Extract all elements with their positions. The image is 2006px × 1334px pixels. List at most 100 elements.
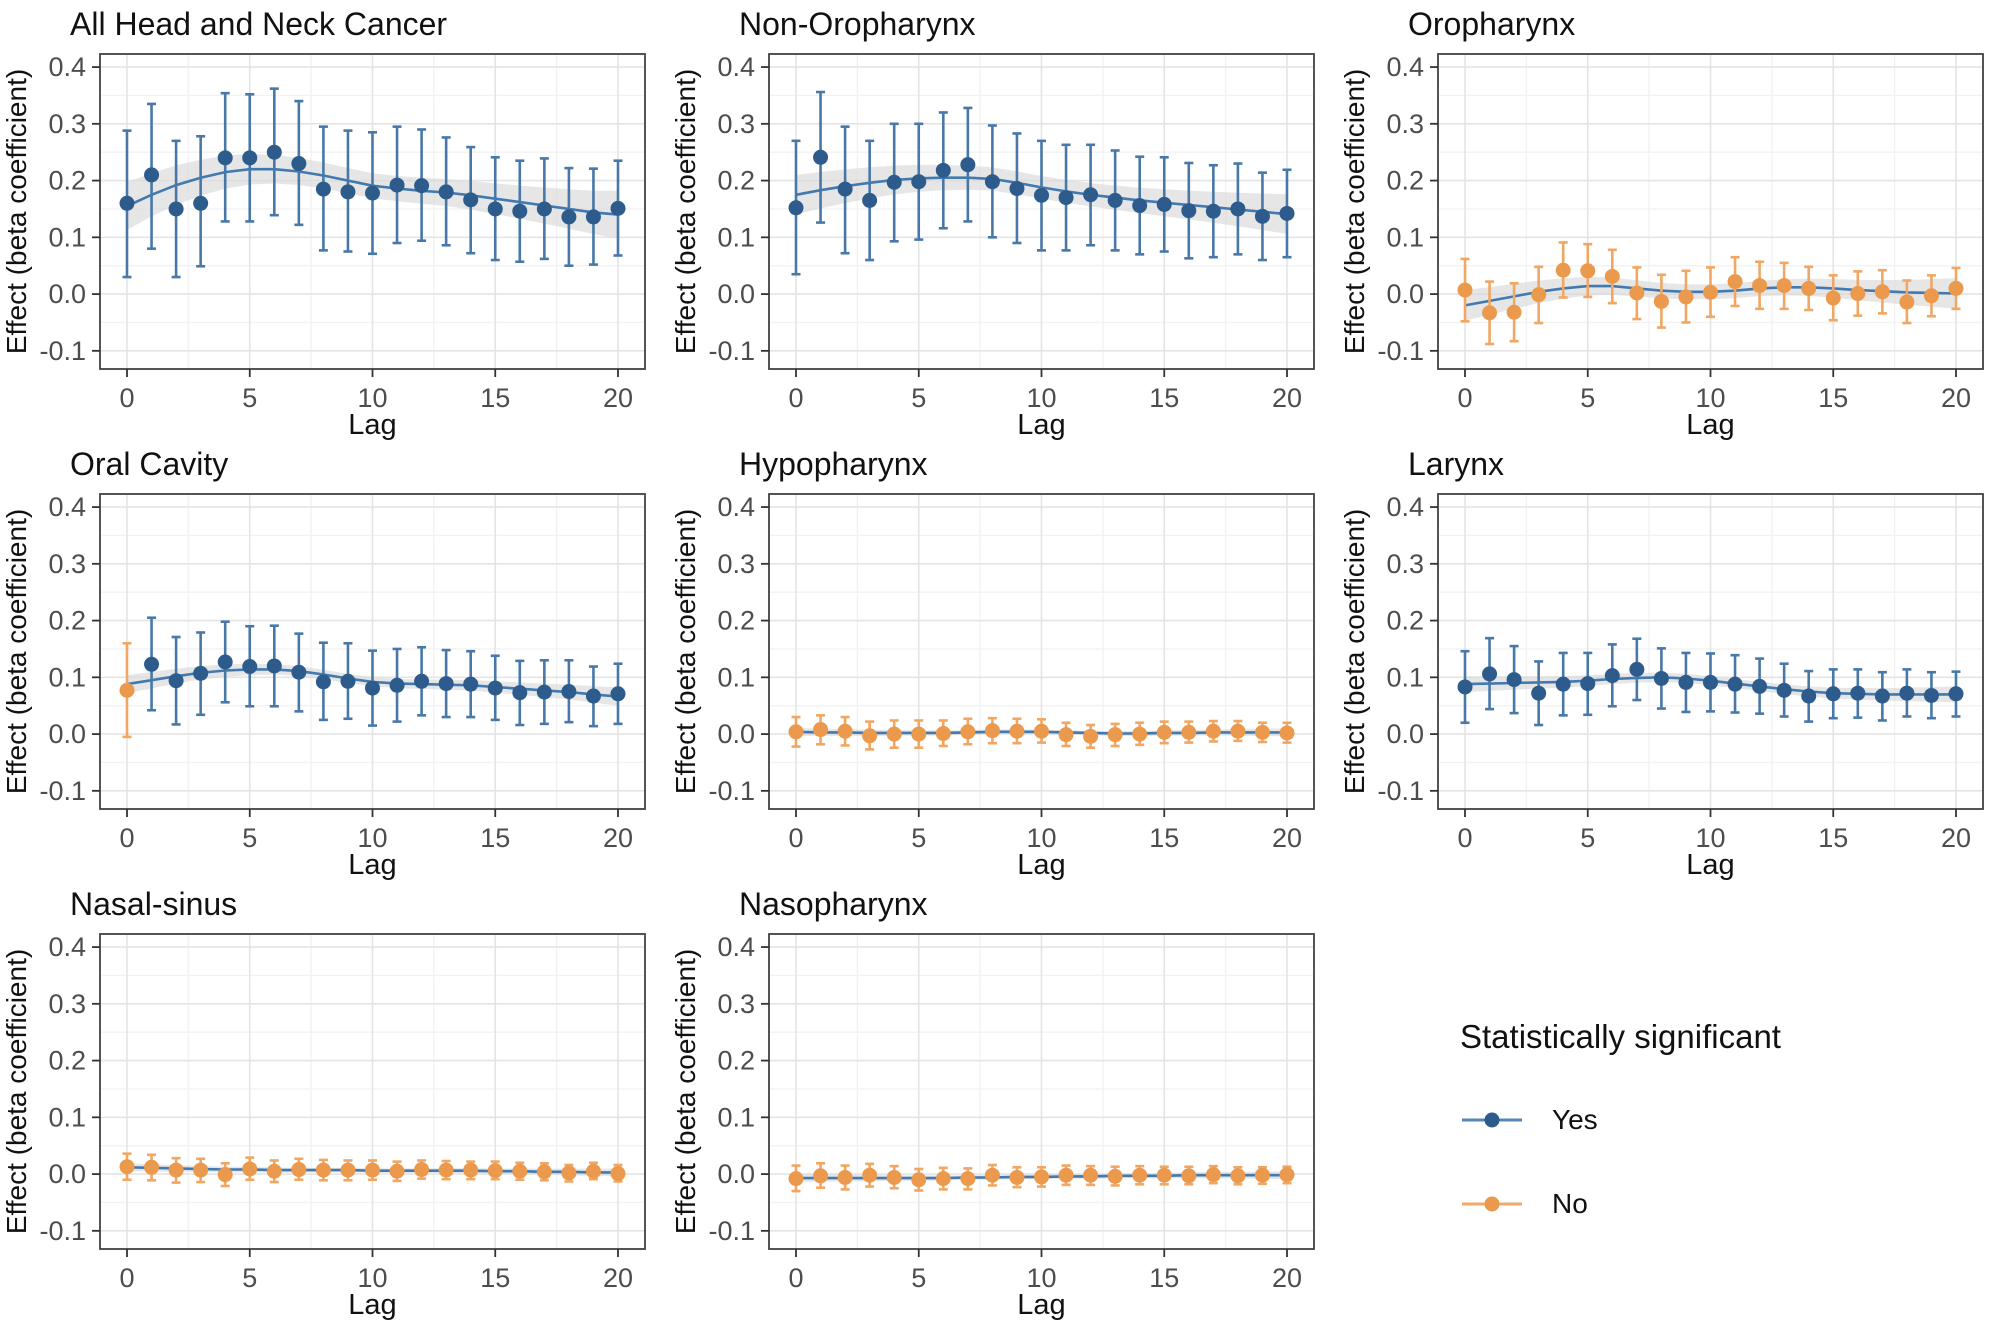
svg-text:0.0: 0.0 bbox=[1386, 279, 1424, 309]
x-axis-title: Lag bbox=[1017, 1289, 1065, 1320]
data-points bbox=[1457, 262, 1964, 321]
gridlines-major bbox=[1438, 54, 1983, 369]
panel-title: Nasal-sinus bbox=[70, 886, 238, 922]
panel-non-oropharynx: Non-Oropharynx -0.1 0.0 0.1 0.2 0.3 0.4 0 5 10 15… bbox=[669, 0, 1338, 441]
y-axis-title: Effect (beta coefficient) bbox=[1, 949, 32, 1234]
plot-all-head-neck-cancer: -0.1 0.0 0.1 0.2 0.3 0.4 0 5 10 15 20 Lag Effect (be… bbox=[1, 52, 646, 441]
svg-text:15: 15 bbox=[1818, 383, 1848, 413]
gridlines-major bbox=[100, 494, 645, 809]
svg-text:15: 15 bbox=[1818, 823, 1848, 853]
svg-text:20: 20 bbox=[1272, 1263, 1302, 1293]
svg-text:20: 20 bbox=[1272, 823, 1302, 853]
svg-text:0.3: 0.3 bbox=[717, 549, 755, 579]
svg-text:15: 15 bbox=[1149, 1263, 1179, 1293]
svg-text:0.3: 0.3 bbox=[1386, 109, 1424, 139]
y-axis: -0.1 0.0 0.1 0.2 0.3 0.4 bbox=[39, 932, 100, 1246]
svg-text:5: 5 bbox=[911, 823, 926, 853]
panel-larynx: Larynx -0.1 0.0 0.1 0.2 0.3 0.4 0 5 10 15 20 Lag Eff… bbox=[1338, 440, 2006, 881]
svg-text:5: 5 bbox=[242, 383, 257, 413]
x-axis: 0 5 10 15 20 bbox=[119, 1249, 633, 1293]
svg-text:5: 5 bbox=[911, 1263, 926, 1293]
y-axis: -0.1 0.0 0.1 0.2 0.3 0.4 bbox=[39, 52, 100, 366]
svg-text:5: 5 bbox=[911, 383, 926, 413]
panel-all-head-neck-cancer: All Head and Neck Cancer -0.1 0.0 0.1 0.2 0.… bbox=[0, 0, 669, 441]
svg-text:0.3: 0.3 bbox=[717, 109, 755, 139]
x-axis: 0 5 10 15 20 bbox=[788, 369, 1302, 413]
plot-oropharynx: -0.1 0.0 0.1 0.2 0.3 0.4 0 5 10 15 20 Lag Effect (be… bbox=[1339, 52, 1984, 441]
svg-text:10: 10 bbox=[1026, 383, 1056, 413]
svg-text:0: 0 bbox=[119, 823, 134, 853]
svg-text:0.2: 0.2 bbox=[1386, 606, 1424, 636]
panel-title: Nasopharynx bbox=[739, 886, 928, 922]
svg-text:0.1: 0.1 bbox=[717, 222, 755, 252]
panel-title: Oropharynx bbox=[1408, 6, 1576, 42]
data-points bbox=[788, 722, 1295, 744]
svg-text:0.2: 0.2 bbox=[717, 1046, 755, 1076]
svg-text:0.2: 0.2 bbox=[48, 1046, 86, 1076]
legend-item-yes: Yes bbox=[1460, 1104, 2006, 1136]
legend: Statistically significant Yes No bbox=[1338, 880, 2006, 1334]
x-axis-title: Lag bbox=[348, 849, 396, 880]
svg-text:0.1: 0.1 bbox=[48, 662, 86, 692]
panel-title: Oral Cavity bbox=[70, 446, 229, 482]
plot-hypopharynx: -0.1 0.0 0.1 0.2 0.3 0.4 0 5 10 15 20 Lag Effect (be… bbox=[670, 492, 1315, 881]
svg-text:15: 15 bbox=[1149, 823, 1179, 853]
svg-text:0.2: 0.2 bbox=[1386, 166, 1424, 196]
svg-text:0.2: 0.2 bbox=[717, 166, 755, 196]
svg-text:0.0: 0.0 bbox=[717, 1159, 755, 1189]
svg-text:0: 0 bbox=[1457, 823, 1472, 853]
panel-title: Hypopharynx bbox=[739, 446, 928, 482]
x-axis-title: Lag bbox=[1686, 849, 1734, 880]
svg-text:0.3: 0.3 bbox=[48, 549, 86, 579]
svg-text:0.2: 0.2 bbox=[48, 606, 86, 636]
svg-text:0.3: 0.3 bbox=[48, 989, 86, 1019]
svg-text:0.1: 0.1 bbox=[48, 222, 86, 252]
legend-point bbox=[1484, 1112, 1500, 1128]
svg-text:0.3: 0.3 bbox=[717, 989, 755, 1019]
y-axis-title: Effect (beta coefficient) bbox=[670, 949, 701, 1234]
svg-text:0.1: 0.1 bbox=[717, 1102, 755, 1132]
data-points bbox=[119, 144, 626, 225]
svg-text:0.0: 0.0 bbox=[717, 279, 755, 309]
svg-text:0.3: 0.3 bbox=[1386, 549, 1424, 579]
svg-text:15: 15 bbox=[480, 383, 510, 413]
svg-text:15: 15 bbox=[480, 1263, 510, 1293]
y-axis-title: Effect (beta coefficient) bbox=[1339, 509, 1370, 794]
y-axis-title: Effect (beta coefficient) bbox=[1, 69, 32, 354]
y-axis: -0.1 0.0 0.1 0.2 0.3 0.4 bbox=[708, 52, 769, 366]
svg-text:0.2: 0.2 bbox=[717, 606, 755, 636]
x-axis-title: Lag bbox=[348, 409, 396, 440]
svg-text:10: 10 bbox=[1026, 823, 1056, 853]
svg-text:0.1: 0.1 bbox=[1386, 662, 1424, 692]
y-axis: -0.1 0.0 0.1 0.2 0.3 0.4 bbox=[1377, 492, 1438, 806]
svg-text:0: 0 bbox=[119, 1263, 134, 1293]
gridlines-major bbox=[1438, 494, 1983, 809]
svg-text:20: 20 bbox=[603, 383, 633, 413]
svg-text:0.0: 0.0 bbox=[48, 719, 86, 749]
gridlines-major bbox=[769, 494, 1314, 809]
plot-nasal-sinus: -0.1 0.0 0.1 0.2 0.3 0.4 0 5 10 15 20 Lag Effect (be… bbox=[1, 932, 646, 1321]
svg-text:15: 15 bbox=[1149, 383, 1179, 413]
x-axis-title: Lag bbox=[1017, 409, 1065, 440]
svg-text:10: 10 bbox=[357, 823, 387, 853]
svg-text:0.0: 0.0 bbox=[48, 279, 86, 309]
data-points bbox=[1457, 661, 1964, 704]
svg-text:0.4: 0.4 bbox=[48, 932, 86, 962]
svg-text:20: 20 bbox=[1941, 383, 1971, 413]
x-axis: 0 5 10 15 20 bbox=[788, 1249, 1302, 1293]
svg-text:0.4: 0.4 bbox=[1386, 52, 1424, 82]
data-points bbox=[119, 654, 626, 704]
gridlines-minor bbox=[1438, 54, 1983, 369]
panel-hypopharynx: Hypopharynx -0.1 0.0 0.1 0.2 0.3 0.4 0 5 10 15 20 L… bbox=[669, 440, 1338, 881]
svg-text:0.4: 0.4 bbox=[717, 52, 755, 82]
svg-text:5: 5 bbox=[242, 823, 257, 853]
svg-text:5: 5 bbox=[1580, 823, 1595, 853]
svg-text:0.4: 0.4 bbox=[48, 492, 86, 522]
svg-text:-0.1: -0.1 bbox=[39, 336, 86, 366]
y-axis-title: Effect (beta coefficient) bbox=[670, 69, 701, 354]
svg-text:0.4: 0.4 bbox=[717, 932, 755, 962]
y-axis: -0.1 0.0 0.1 0.2 0.3 0.4 bbox=[1377, 52, 1438, 366]
y-axis: -0.1 0.0 0.1 0.2 0.3 0.4 bbox=[708, 932, 769, 1246]
svg-text:0.3: 0.3 bbox=[48, 109, 86, 139]
